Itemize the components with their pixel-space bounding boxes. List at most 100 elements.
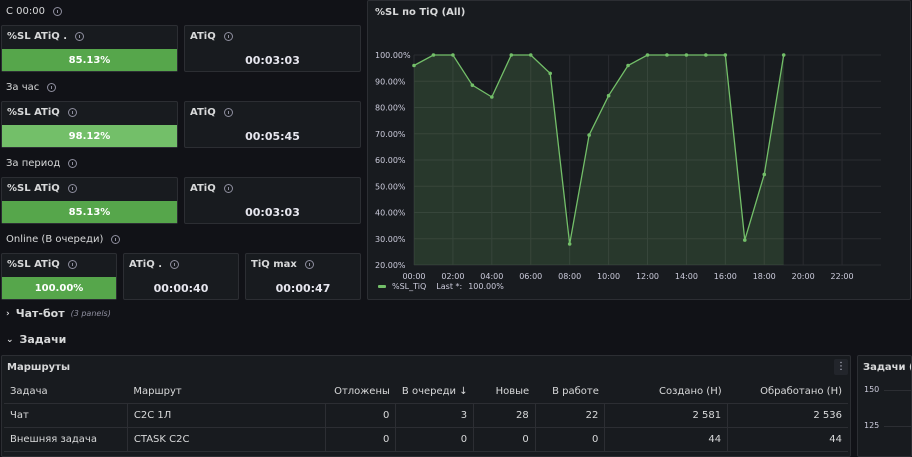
col-processed[interactable]: Обработано (Н) [727, 381, 848, 404]
data-point [567, 242, 572, 246]
series-area [414, 55, 784, 265]
data-point [431, 53, 436, 57]
data-point [626, 63, 630, 68]
sl-value-bar: 98.12% [2, 125, 177, 147]
data-point [606, 93, 611, 98]
info-icon[interactable] [75, 32, 85, 41]
chevron-down-icon: ⌄ [6, 334, 14, 345]
y-tick-label: 100.00% [375, 51, 411, 60]
info-icon[interactable] [223, 32, 233, 41]
data-point [742, 238, 747, 242]
sl-value-bar: 100.00% [2, 277, 116, 299]
section-title-today: С 00:00 [6, 6, 62, 17]
chart-title: %SL по TiQ (All) [375, 7, 466, 18]
info-icon[interactable] [67, 260, 77, 269]
data-point [781, 53, 786, 57]
row-tasks[interactable]: ⌄ Задачи [6, 333, 67, 346]
row-chatbot[interactable]: › Чат-бот (3 panels) [6, 307, 111, 320]
data-point [412, 63, 416, 68]
data-point [451, 53, 455, 57]
atiq-value: 00:00:40 [153, 282, 209, 295]
stat-panel-sl-hour[interactable]: %SL ATiQ 98.12% [1, 101, 178, 148]
x-tick-label: 00:00 [402, 272, 425, 281]
stat-panel-atiq-today[interactable]: ATiQ 00:03:03 [184, 25, 361, 72]
stat-panel-atiq-hour[interactable]: ATiQ 00:05:45 [184, 101, 361, 148]
grid-line [884, 426, 911, 427]
chevron-right-icon: › [6, 308, 10, 319]
col-in-queue[interactable]: В очереди ↓ [395, 381, 474, 404]
x-tick-label: 12:00 [636, 272, 659, 281]
routes-title: Маршруты [7, 362, 70, 373]
x-tick-label: 08:00 [558, 272, 581, 281]
x-tick-label: 18:00 [753, 272, 776, 281]
stat-panel-sl-today[interactable]: %SL ATiQ . 85.13% [1, 25, 178, 72]
routes-table: Задача Маршрут Отложены В очереди ↓ Новы… [4, 381, 848, 452]
info-icon[interactable] [47, 83, 57, 92]
atiq-value: 00:03:03 [245, 54, 300, 67]
stat-panel-sl-online[interactable]: %SL ATiQ 100.00% [1, 253, 117, 300]
data-point [684, 53, 689, 57]
y-tick-label: 20.00% [375, 261, 406, 270]
y-tick-label: 30.00% [375, 235, 406, 244]
data-point [704, 53, 708, 57]
stat-panel-atiq-online[interactable]: ATiQ . 00:00:40 [123, 253, 239, 300]
x-tick-label: 04:00 [480, 272, 503, 281]
info-icon[interactable] [170, 260, 179, 269]
kebab-menu-icon[interactable]: ⋮ [834, 359, 848, 375]
data-point [645, 53, 650, 57]
atiq-value: 00:05:45 [245, 130, 300, 143]
y-tick-label: 50.00% [375, 182, 406, 191]
col-new[interactable]: Новые [473, 381, 536, 404]
grid-line [884, 390, 911, 391]
y-tick-label: 60.00% [375, 156, 406, 165]
col-task[interactable]: Задача [4, 381, 128, 404]
routes-panel[interactable]: Маршруты ⋮ Задача Маршрут Отложены В оче… [1, 355, 851, 457]
info-icon[interactable] [67, 184, 77, 193]
series-line [413, 54, 785, 245]
x-tick-label: 14:00 [675, 272, 698, 281]
sl-value-bar: 85.13% [2, 49, 177, 71]
sl-tiq-chart[interactable]: 20.00% 30.00% 40.00% 50.00% 60.00% 70.00% 80.0… [368, 1, 912, 301]
data-point [548, 71, 553, 76]
data-point [470, 83, 475, 87]
table-row[interactable]: Чат C2C 1Л 0 3 28 22 2 581 2 536 [4, 403, 848, 428]
col-in-progress[interactable]: В работе [535, 381, 605, 404]
col-route[interactable]: Маршрут [127, 381, 326, 404]
info-icon[interactable] [111, 235, 121, 244]
chart-legend[interactable]: %SL_TiQ Last *: 100.00% [378, 282, 504, 291]
info-icon[interactable] [67, 108, 77, 117]
y-tick-label: 40.00% [375, 209, 406, 218]
col-created[interactable]: Создано (Н) [604, 381, 728, 404]
section-title-online: Online (В очереди) [6, 234, 121, 245]
sl-tiq-chart-panel[interactable]: %SL по TiQ (All) 20.00% 30.00% 40.00% 50.00… [367, 0, 911, 300]
sl-value-bar: 85.13% [2, 201, 177, 223]
info-icon[interactable] [223, 184, 233, 193]
data-point [665, 53, 669, 57]
x-tick-label: 06:00 [519, 272, 542, 281]
info-icon[interactable] [52, 7, 62, 16]
sort-arrow-icon: ↓ [459, 386, 468, 398]
table-row[interactable]: Внешняя задача CTASK C2C 0 0 0 0 44 44 [4, 427, 848, 452]
stat-panel-atiq-period[interactable]: ATiQ 00:03:03 [184, 177, 361, 224]
tasks-chart-panel[interactable]: Задачи (Al 150 125 [857, 355, 912, 457]
tasks-chart-title: Задачи (Al [863, 362, 911, 373]
section-title-hour: За час [6, 82, 57, 93]
data-point [490, 95, 494, 99]
data-point [528, 53, 533, 57]
x-tick-label: 20:00 [792, 272, 815, 281]
x-tick-label: 10:00 [597, 272, 620, 281]
data-point [587, 133, 591, 137]
data-point [762, 172, 767, 177]
col-deferred[interactable]: Отложены [325, 381, 396, 404]
table-header-row: Задача Маршрут Отложены В очереди ↓ Новы… [4, 381, 848, 404]
atiq-value: 00:03:03 [245, 206, 300, 219]
stat-panel-sl-period[interactable]: %SL ATiQ 85.13% [1, 177, 178, 224]
stat-panel-tiq-max[interactable]: TiQ max 00:00:47 [245, 253, 361, 300]
y-tick-label: 125 [864, 421, 880, 430]
x-tick-label: 22:00 [831, 272, 854, 281]
data-point [509, 53, 514, 57]
tiq-max-value: 00:00:47 [275, 282, 331, 295]
info-icon[interactable] [223, 108, 233, 117]
info-icon[interactable] [304, 260, 314, 269]
info-icon[interactable] [68, 159, 78, 168]
